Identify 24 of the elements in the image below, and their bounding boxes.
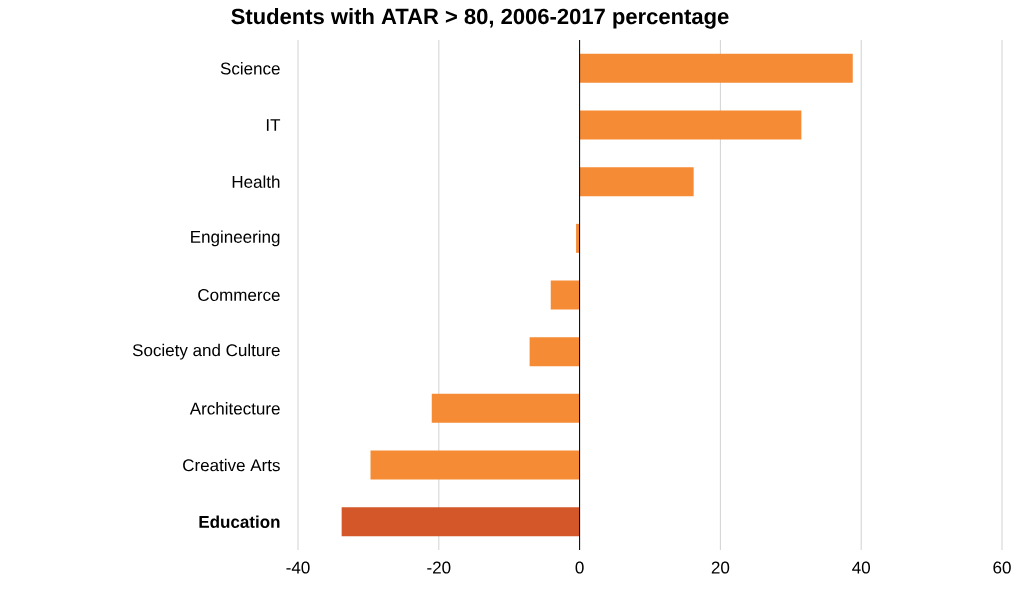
- chart-title: Students with ATAR > 80, 2006-2017 percentage: [231, 8, 729, 29]
- y-tick-label: Health: [232, 175, 280, 188]
- bar: [341, 507, 580, 537]
- y-tick-label: Architecture: [189, 402, 280, 415]
- bar: [550, 280, 580, 310]
- bar: [579, 53, 853, 83]
- x-tick-label: 20: [711, 561, 730, 574]
- x-tick-label: -20: [427, 561, 451, 574]
- y-tick-label: Society and Culture: [132, 343, 280, 360]
- y-tick-label: Creative Arts: [183, 458, 280, 472]
- bar: [370, 450, 580, 480]
- x-tick-label: -40: [286, 561, 310, 574]
- bar: [529, 337, 580, 367]
- bar: [579, 167, 694, 197]
- x-tick-label: 0: [575, 561, 584, 574]
- bar: [431, 393, 580, 423]
- bar: [579, 110, 802, 140]
- y-tick-label: Engineering: [191, 230, 280, 247]
- x-tick-label: 60: [993, 561, 1011, 574]
- y-tick-label: Commerce: [198, 288, 280, 302]
- y-tick-label: Science: [220, 62, 280, 75]
- x-tick-label: 40: [852, 561, 870, 574]
- y-tick-label: Education: [199, 515, 280, 528]
- y-tick-label: IT: [266, 119, 281, 131]
